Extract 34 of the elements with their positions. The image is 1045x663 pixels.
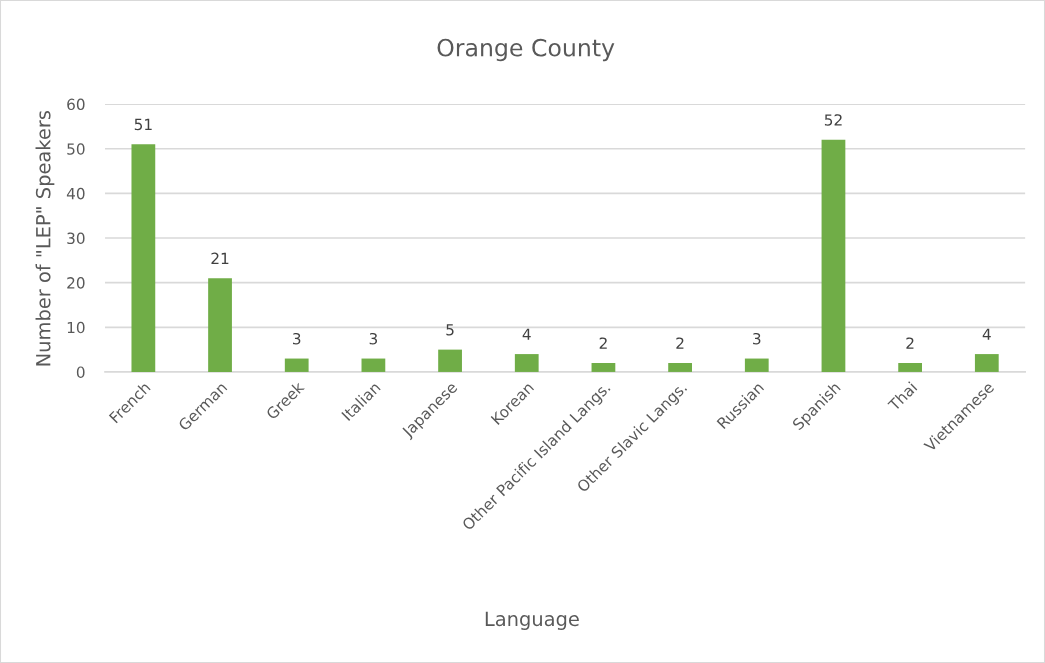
bar	[974, 354, 999, 372]
data-label: 52	[824, 114, 842, 126]
data-label: 2	[599, 337, 607, 349]
data-label: 21	[211, 252, 229, 264]
bar	[668, 363, 692, 372]
bar	[514, 354, 539, 372]
data-label: 4	[522, 328, 531, 340]
y-tick-label: 0	[76, 366, 85, 378]
y-tick-label: 30	[67, 232, 85, 245]
data-label: 51	[134, 118, 152, 131]
y-axis-title: Number of "LEP" Speakers	[35, 110, 55, 366]
bar	[591, 363, 616, 372]
data-label: 2	[676, 337, 684, 349]
x-axis-title: Language	[485, 611, 579, 630]
bar	[438, 349, 462, 372]
bar	[821, 139, 846, 372]
bar	[208, 278, 232, 372]
data-label: 3	[293, 332, 301, 345]
data-label: 5	[446, 324, 454, 336]
bar	[284, 358, 309, 372]
data-label: 4	[982, 328, 991, 340]
data-label: 3	[753, 332, 761, 345]
bar	[131, 144, 156, 372]
bar	[898, 363, 923, 372]
bar	[744, 358, 769, 372]
y-tick-label: 50	[67, 143, 85, 155]
y-tick-label: 60	[67, 98, 85, 111]
y-tick-label: 10	[67, 321, 85, 334]
y-tick-label: 40	[66, 187, 85, 200]
y-tick-label: 20	[67, 277, 85, 289]
bar	[361, 358, 386, 372]
data-label: 3	[369, 332, 378, 345]
chart-title: Orange County	[437, 38, 615, 62]
data-label: 2	[906, 337, 914, 349]
